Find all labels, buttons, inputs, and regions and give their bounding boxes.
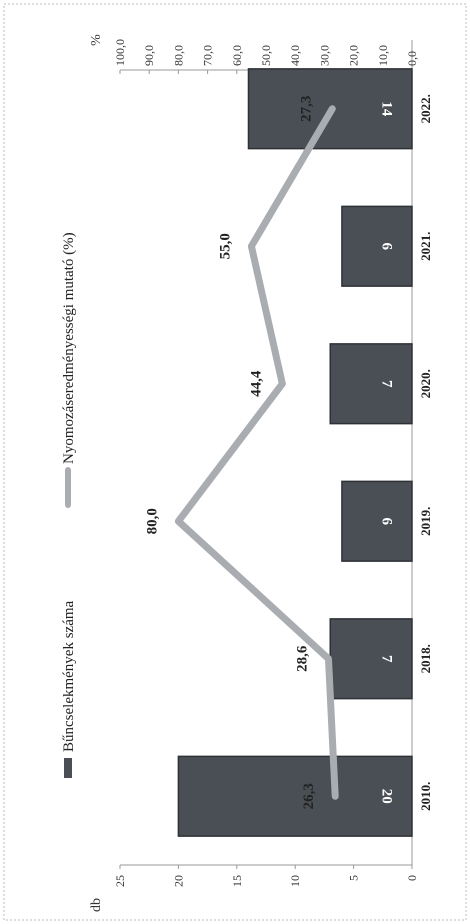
left-tick-label: 5 [347,875,361,881]
right-tick-label: 20,0 [347,45,361,66]
category-label: 2021. [418,232,433,261]
category-label: 2010. [418,782,433,811]
category-labels: 2010. 2018. 2019. 2020. 2021. 2022. [418,94,433,811]
right-tick-label: 80,0 [171,45,185,66]
bar [341,480,413,562]
right-tick-label: 50,0 [259,45,273,66]
left-axis-label: db [89,898,104,912]
chart-border [3,3,467,921]
right-tick-label: 90,0 [142,45,156,66]
bar [329,618,413,700]
category-label: 2022. [418,94,433,123]
line-point [177,520,180,523]
line-value-label: 28,6 [294,645,310,672]
legend-line-label: Nyomozáseredményességi mutató (%) [61,232,77,464]
line-point [250,245,253,248]
line-value-label: 26,3 [301,783,317,809]
left-tick-label: 10 [288,875,302,887]
bar-value-label: 6 [379,518,395,526]
line-value-label: 80,0 [144,508,160,534]
bar-value-label: 6 [379,243,395,251]
bar [341,205,413,287]
bars-group: 20 7 6 7 6 14 [177,68,413,837]
right-tick-label: 100,0 [113,39,127,66]
left-tick-label: 15 [230,875,244,887]
line-value-label: 27,3 [298,96,314,122]
bar-value-label: 20 [379,789,395,804]
legend-bar-swatch [64,758,72,778]
line-point [334,795,337,798]
right-tick-label: 10,0 [376,45,390,66]
line-series [174,105,339,800]
right-tick-label: 0,0 [405,51,419,66]
left-axis: 0 5 10 15 20 25 [113,40,419,887]
right-tick-label: 60,0 [230,45,244,66]
left-tick-label: 25 [113,875,127,887]
line-value-label: 44,4 [248,370,264,397]
left-tick-label: 0 [405,875,419,881]
legend: Bűncselekmények száma Nyomozáseredményes… [61,232,77,778]
right-axis-label: % [89,34,104,46]
bar-value-label: 7 [379,655,395,663]
bar [177,755,413,837]
right-tick-label: 70,0 [201,45,215,66]
left-tick-label: 20 [171,875,185,887]
bar [329,343,413,425]
line-point [331,107,334,110]
line-group: 26,3 28,6 80,0 44,4 55,0 27,3 [144,96,339,809]
category-label: 2019. [418,507,433,536]
line-point [281,382,284,385]
category-label: 2018. [418,644,433,673]
right-tick-label: 40,0 [288,45,302,66]
bar-value-label: 14 [379,101,395,117]
line-point [327,657,330,660]
legend-bar-label: Bűncselekmények száma [61,600,77,752]
line-value-label: 55,0 [217,233,233,259]
category-label: 2020. [418,369,433,398]
right-tick-label: 30,0 [317,45,331,66]
bar-value-label: 7 [379,380,395,388]
